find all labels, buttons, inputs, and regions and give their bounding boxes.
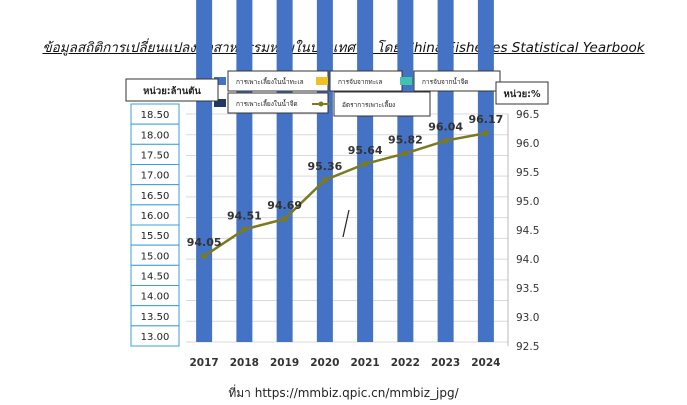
left-tick-label: 14.50 <box>141 271 170 282</box>
right-axis: 92.5 93.0 93.5 94.0 94.5 95.0 95.5 96.0 96.5 <box>507 109 539 353</box>
legend-label: อัตราการเพาะเลี้ยง <box>342 100 395 109</box>
right-unit-box <box>495 81 549 105</box>
bar-segment <box>276 0 293 343</box>
rate-data-label: 96.17 <box>468 113 503 126</box>
left-tick-label: 16.50 <box>141 191 170 202</box>
rate-data-label: 95.82 <box>388 133 423 146</box>
legend-label: การเพาะเลี้ยงในน้ำจืด <box>236 99 298 108</box>
left-axis: 18.50 18.00 17.50 17.00 16.50 16.00 15.50 15.00… <box>130 103 180 347</box>
bar-segment <box>236 0 253 342</box>
rate-point <box>482 130 489 137</box>
x-tick-label: 2021 <box>351 357 380 369</box>
bar-segment <box>397 0 414 342</box>
legend-label: การจับจากทะเล <box>338 78 382 86</box>
right-tick-label: 95.0 <box>516 196 539 208</box>
right-tick-label: 96.5 <box>516 109 539 121</box>
rate-data-label: 96.04 <box>428 121 463 134</box>
bar-segment <box>196 0 213 343</box>
x-tick-label: 2017 <box>190 357 219 369</box>
left-tick-label: 13.00 <box>141 332 170 343</box>
left-tick-label: 15.50 <box>141 231 170 242</box>
left-unit-label: หน่วย:ล้านตัน <box>143 85 201 97</box>
rate-point <box>321 177 328 184</box>
x-tick-label: 2019 <box>270 357 299 369</box>
legend-swatch <box>214 77 226 85</box>
x-tick-label: 2018 <box>230 357 259 369</box>
left-tick-label: 17.50 <box>141 150 170 161</box>
legend-swatch <box>316 77 328 85</box>
left-tick-label: 17.00 <box>141 171 170 182</box>
bar-segment <box>437 0 454 342</box>
right-unit-label: หน่วย:% <box>504 89 541 100</box>
page-title: ข้อมูลสถิติการเปลี่ยนแปลงอุตสาหกรรมหอยใน… <box>42 40 645 56</box>
left-tick-label: 14.00 <box>141 292 170 303</box>
rate-data-label: 94.05 <box>187 236 222 249</box>
rate-point <box>201 253 208 260</box>
left-tick-label: 15.00 <box>141 251 170 262</box>
right-tick-label: 93.5 <box>516 283 539 295</box>
right-tick-label: 94.5 <box>516 225 539 237</box>
left-tick-label: 18.00 <box>141 130 170 141</box>
legend-swatch <box>400 77 412 85</box>
rate-point <box>402 150 409 157</box>
rate-point <box>362 160 369 167</box>
rate-data-label: 94.51 <box>227 209 262 222</box>
left-tick-label: 13.50 <box>141 312 170 323</box>
legend-swatch <box>214 99 226 107</box>
left-tick-label: 18.50 <box>141 110 170 121</box>
stray-mark <box>342 209 350 238</box>
rate-data-label: 95.36 <box>307 160 342 173</box>
legend: การเพาะเลี้ยงในน้ำทะเล การจับจากทะเล การจั… <box>214 70 501 117</box>
source-note: ที่มา https://mmbiz.qpic.cn/mmbiz_jpg/ <box>228 386 459 400</box>
left-tick-label: 16.00 <box>141 211 170 222</box>
x-tick-label: 2023 <box>431 357 460 369</box>
right-tick-label: 96.0 <box>516 138 539 150</box>
left-unit-box <box>125 78 219 102</box>
legend-box <box>333 91 431 117</box>
rate-point <box>281 215 288 222</box>
rate-point <box>442 137 449 144</box>
x-axis: 2017 2018 2019 2020 2021 2022 2023 2024 <box>190 357 501 369</box>
rate-point <box>241 226 248 233</box>
x-tick-label: 2020 <box>310 357 339 369</box>
legend-box <box>413 70 501 92</box>
rate-line: 94.05 94.51 94.69 95.36 95.64 95.82 96.04 96.17 <box>187 113 503 260</box>
rate-data-label: 94.69 <box>267 199 302 212</box>
bar-segment <box>357 0 374 342</box>
rate-data-label: 95.64 <box>348 144 383 157</box>
rate-line-path <box>203 131 487 258</box>
bar-segment <box>477 0 494 342</box>
unit-labels: หน่วย:ล้านตัน หน่วย:% <box>125 78 549 105</box>
x-tick-label: 2024 <box>471 357 500 369</box>
legend-label: การเพาะเลี้ยงในน้ำทะเล <box>236 77 304 86</box>
legend-line-marker <box>318 101 324 107</box>
right-tick-label: 94.0 <box>516 254 539 266</box>
legend-label: การจับจากน้ำจืด <box>422 77 469 86</box>
right-tick-label: 92.5 <box>516 341 539 353</box>
right-tick-label: 93.0 <box>516 312 539 324</box>
left-axis-box <box>130 325 180 347</box>
right-tick-label: 95.5 <box>516 167 539 179</box>
x-tick-label: 2022 <box>391 357 420 369</box>
